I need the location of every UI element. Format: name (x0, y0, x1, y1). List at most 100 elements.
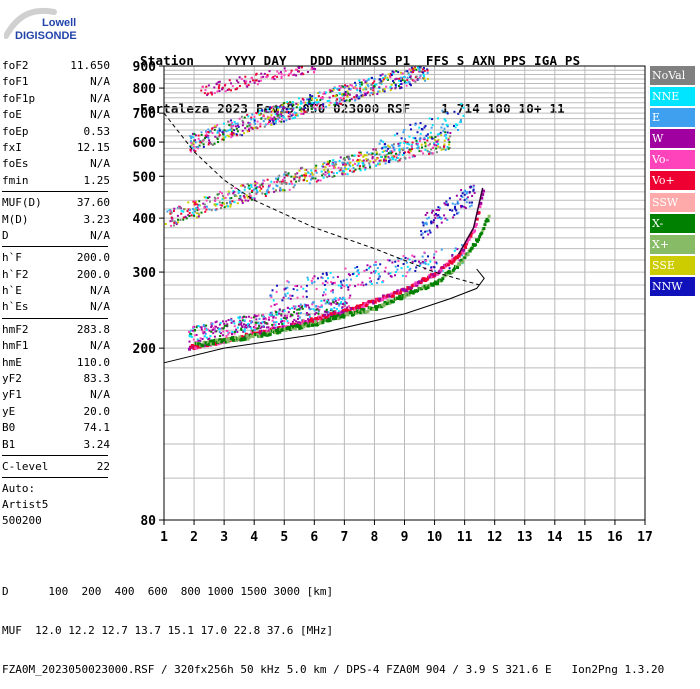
echo-point (283, 309, 286, 312)
echo-point (259, 184, 262, 187)
echo-point (341, 298, 344, 301)
echo-point (391, 80, 394, 83)
echo-point (271, 325, 274, 328)
echo-point (446, 203, 449, 206)
echo-point (401, 149, 404, 152)
echo-point (400, 82, 403, 85)
echo-point (283, 173, 286, 176)
echo-point (296, 312, 299, 315)
echo-point (417, 145, 420, 148)
echo-point (340, 286, 343, 289)
echo-point (223, 324, 226, 327)
echo-point (331, 299, 334, 302)
echo-point (270, 305, 273, 308)
o-trace-point (475, 217, 479, 221)
echo-point (384, 75, 387, 78)
echo-point (356, 160, 359, 163)
echo-point (418, 76, 421, 79)
echo-point (328, 104, 331, 107)
o-trace-point (311, 319, 315, 323)
param-value: N/A (90, 108, 110, 122)
echo-point (338, 87, 341, 90)
echo-point (243, 196, 246, 199)
echo-point (230, 321, 233, 324)
echo-point (206, 328, 209, 331)
echo-point (277, 322, 280, 325)
echo-point (437, 206, 440, 209)
echo-point (430, 266, 433, 269)
echo-point (196, 206, 199, 209)
echo-point (380, 82, 383, 85)
echo-point (287, 173, 290, 176)
echo-point (278, 174, 281, 177)
echo-point (419, 122, 422, 125)
echo-point (402, 76, 405, 79)
echo-point (304, 172, 307, 175)
echo-point (362, 284, 365, 287)
echo-point (276, 284, 279, 287)
echo-point (300, 66, 303, 69)
echo-point (218, 80, 221, 83)
o-trace-point (321, 314, 325, 318)
echo-point (322, 165, 325, 168)
echo-point (313, 280, 316, 283)
echo-point (445, 201, 448, 204)
echo-point (414, 123, 417, 126)
echo-point (362, 163, 365, 166)
echo-point (389, 150, 392, 153)
echo-point (298, 66, 301, 69)
o-trace-point (206, 344, 210, 348)
x-trace-point (443, 274, 447, 278)
echo-point (405, 81, 408, 84)
echo-point (454, 126, 457, 129)
echo-point (293, 116, 296, 119)
param-name: hmF1 (2, 339, 29, 353)
echo-point (315, 164, 318, 167)
echo-point (218, 84, 221, 87)
echo-point (205, 336, 208, 339)
echo-point (274, 177, 277, 180)
echo-point (405, 261, 408, 264)
echo-point (317, 310, 320, 313)
echo-point (275, 311, 278, 314)
echo-point (403, 128, 406, 131)
echo-point (300, 304, 303, 307)
echo-point (251, 189, 254, 192)
echo-point (214, 209, 217, 212)
echo-point (378, 153, 381, 156)
echo-point (200, 211, 203, 214)
echo-point (418, 70, 421, 73)
echo-point (232, 125, 235, 128)
echo-point (193, 149, 196, 152)
echo-point (287, 172, 290, 175)
echo-point (381, 147, 384, 150)
echo-point (344, 267, 347, 270)
echo-point (213, 92, 216, 95)
echo-point (219, 332, 222, 335)
echo-point (456, 212, 459, 215)
echo-point (404, 70, 407, 73)
echo-point (324, 288, 327, 291)
echo-point (173, 220, 176, 223)
echo-point (185, 217, 188, 220)
echo-point (375, 149, 378, 152)
echo-point (256, 120, 259, 123)
echo-point (377, 278, 380, 281)
echo-point (197, 339, 200, 342)
echo-point (301, 307, 304, 310)
echo-point (422, 236, 425, 239)
echo-point (267, 326, 270, 329)
echo-point (315, 287, 318, 290)
x-trace-point (235, 339, 239, 343)
echo-point (344, 90, 347, 93)
echo-point (250, 316, 253, 319)
echo-point (309, 178, 312, 181)
echo-point (448, 267, 451, 270)
echo-point (340, 282, 343, 285)
echo-point (248, 129, 251, 132)
echo-point (279, 189, 282, 192)
echo-point (396, 153, 399, 156)
echo-point (345, 99, 348, 102)
echo-point (314, 177, 317, 180)
legend-item-xminus: X- (650, 213, 695, 233)
